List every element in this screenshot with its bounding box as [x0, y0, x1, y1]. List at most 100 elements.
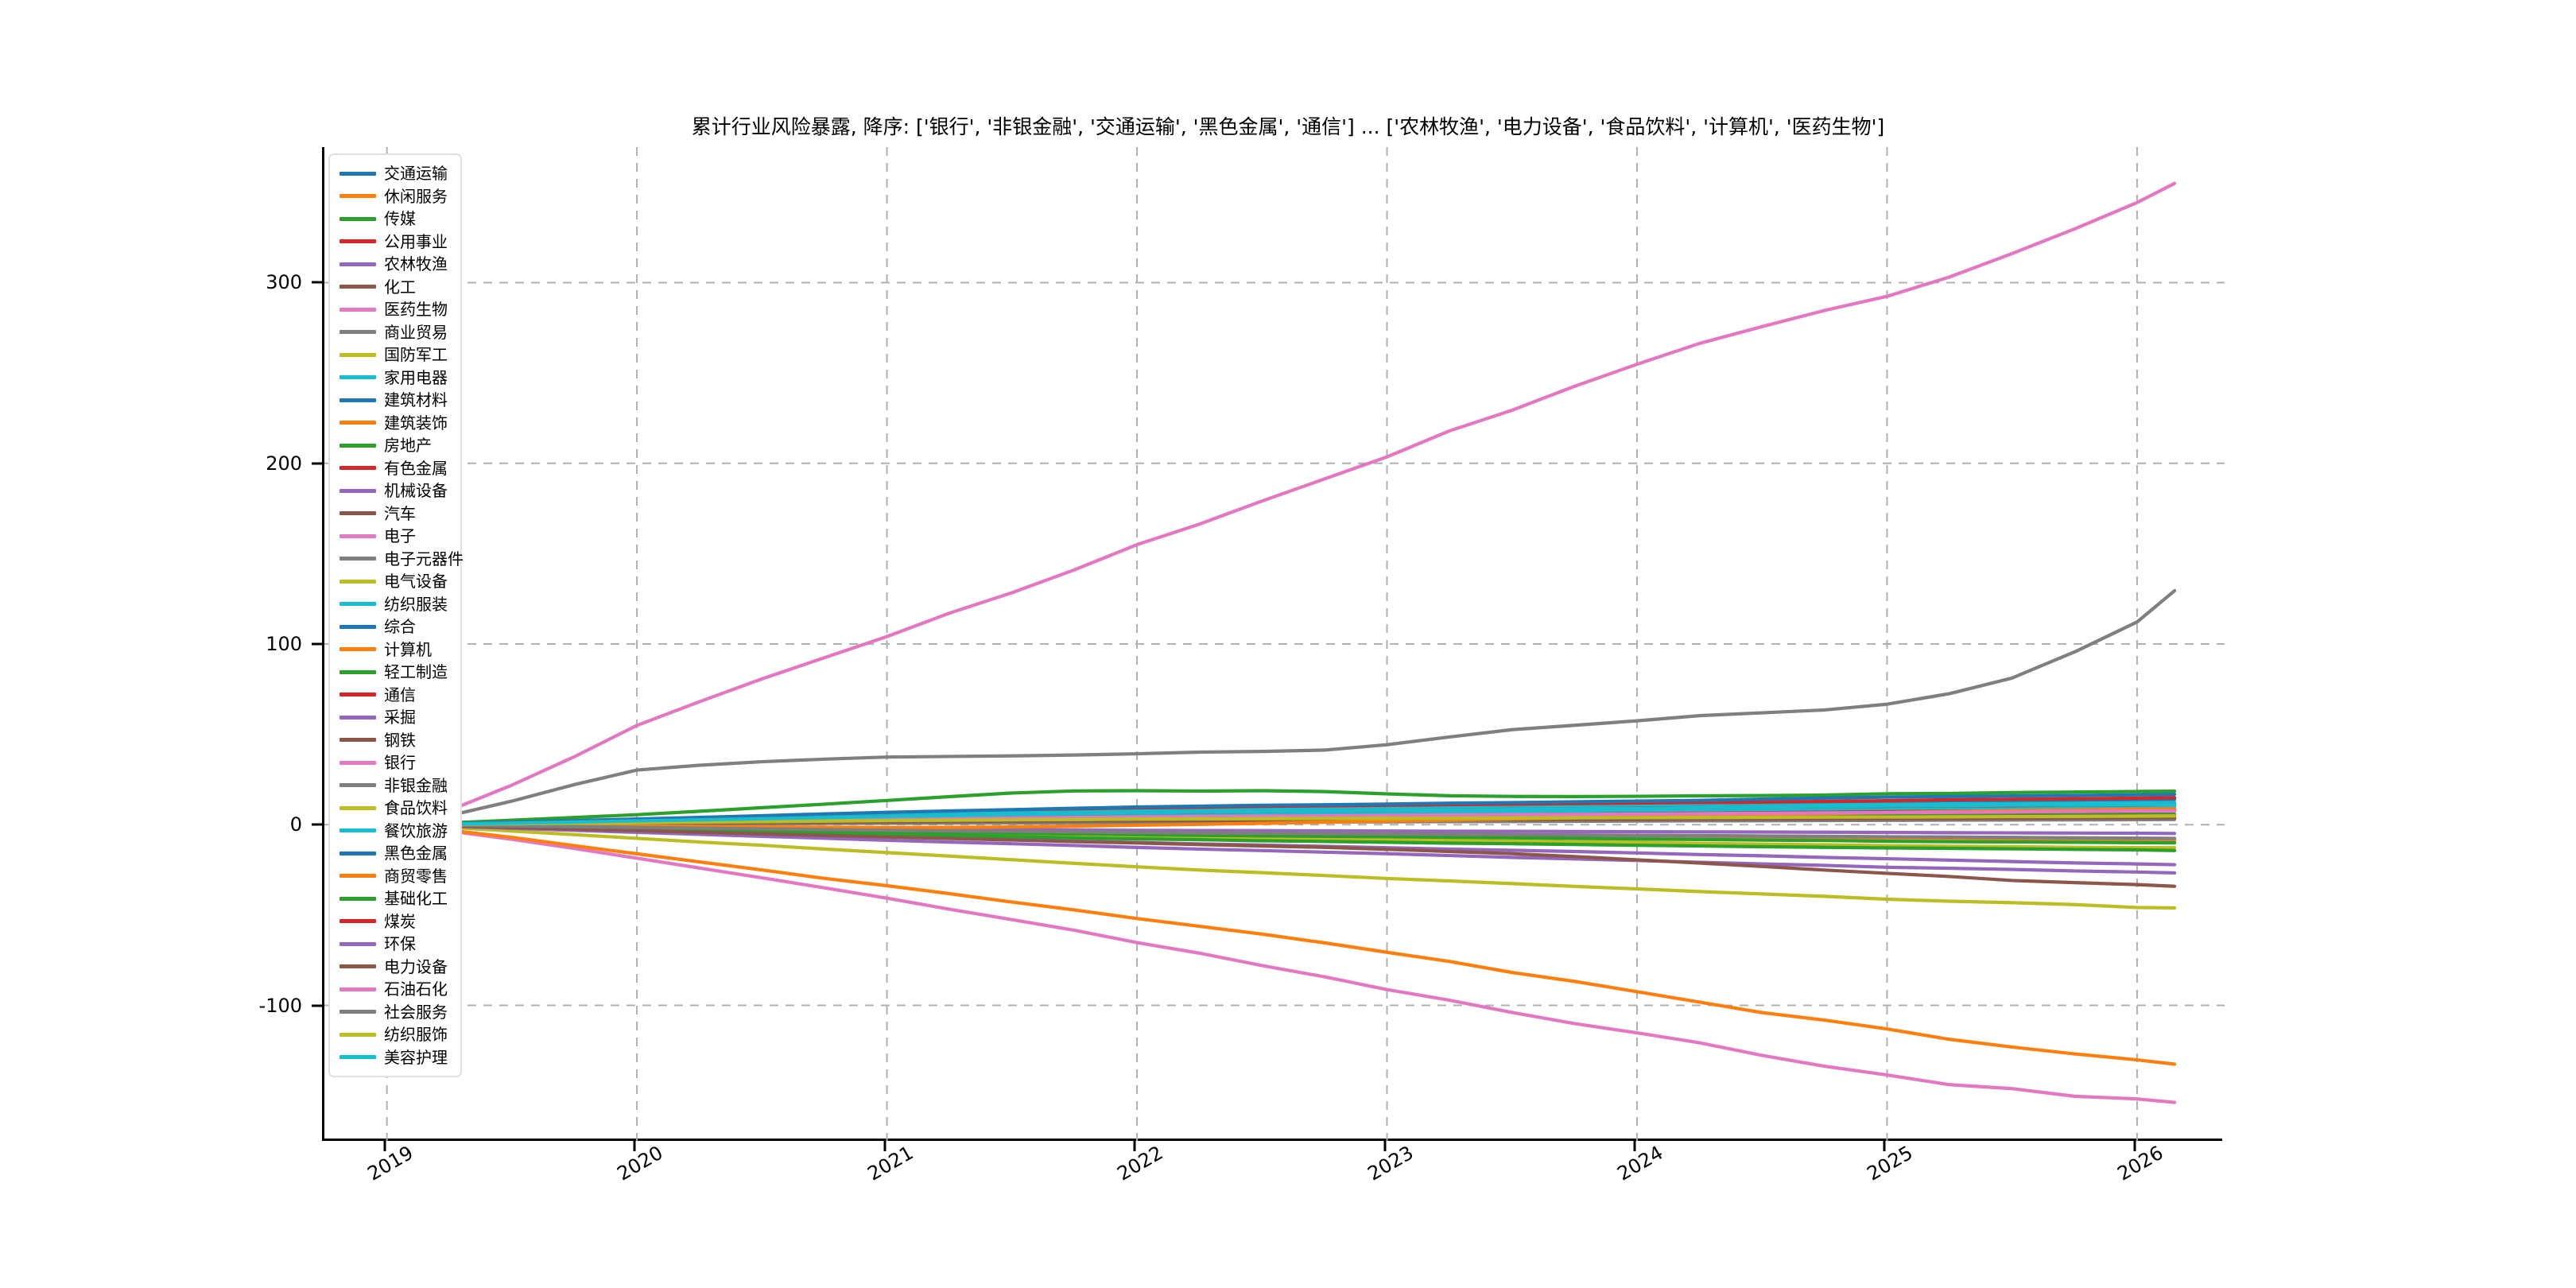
- legend-item[interactable]: 商业贸易: [337, 321, 453, 344]
- legend-item-label: 化工: [384, 277, 416, 297]
- legend-item[interactable]: 电气设备: [337, 570, 453, 593]
- legend-item-label: 商贸零售: [384, 866, 448, 886]
- legend-item[interactable]: 非银金融: [337, 774, 453, 797]
- legend-color-swatch: [339, 828, 376, 833]
- legend-item[interactable]: 医药生物: [337, 298, 453, 321]
- plot-area: [322, 147, 2225, 1141]
- legend-color-swatch: [339, 330, 376, 335]
- series-lines: [385, 181, 2177, 1104]
- legend-item[interactable]: 餐饮旅游: [337, 820, 453, 843]
- legend-item-label: 美容护理: [384, 1047, 448, 1067]
- x-tick-mark: [2133, 1141, 2136, 1151]
- y-tick-label: 100: [266, 633, 302, 655]
- legend-item[interactable]: 建筑装饰: [337, 412, 453, 435]
- legend-color-swatch: [339, 216, 376, 221]
- legend-color-swatch: [339, 896, 376, 901]
- legend-color-swatch: [339, 1055, 376, 1060]
- legend-item[interactable]: 汽车: [337, 502, 453, 526]
- gridlines: [324, 147, 2225, 1141]
- legend-item[interactable]: 美容护理: [337, 1046, 453, 1069]
- legend-item[interactable]: 通信: [337, 684, 453, 707]
- legend-color-swatch: [339, 307, 376, 312]
- legend-item[interactable]: 化工: [337, 276, 453, 299]
- series-line: [385, 802, 2177, 827]
- series-line: [385, 181, 2177, 827]
- legend-item[interactable]: 黑色金属: [337, 842, 453, 865]
- legend-item-label: 钢铁: [384, 730, 416, 750]
- x-tick-mark: [1133, 1141, 1136, 1151]
- legend-item[interactable]: 钢铁: [337, 729, 453, 752]
- legend-item[interactable]: 房地产: [337, 434, 453, 457]
- legend-item[interactable]: 有色金属: [337, 457, 453, 480]
- legend-item[interactable]: 传媒: [337, 208, 453, 231]
- legend-item[interactable]: 电子元器件: [337, 548, 464, 571]
- legend-item[interactable]: 社会服务: [337, 1001, 453, 1024]
- legend-item[interactable]: 机械设备: [337, 479, 453, 502]
- x-tick-label: 2023: [1364, 1141, 1417, 1185]
- legend-item[interactable]: 综合: [337, 615, 453, 638]
- legend-item[interactable]: 休闲服务: [337, 185, 453, 208]
- legend-item[interactable]: 交通运输: [337, 162, 453, 185]
- legend-item[interactable]: 国防军工: [337, 343, 453, 367]
- legend-item-label: 石油石化: [384, 980, 448, 999]
- legend-item-label: 基础化工: [384, 889, 448, 909]
- legend-color-swatch: [339, 1032, 376, 1037]
- legend-color-swatch: [339, 557, 376, 561]
- legend-color-swatch: [339, 647, 376, 652]
- legend-item[interactable]: 纺织服饰: [337, 1023, 453, 1046]
- x-tick-mark: [1883, 1141, 1886, 1151]
- x-tick-label: 2021: [863, 1141, 918, 1185]
- legend-item-label: 汽车: [384, 503, 416, 523]
- legend-item-label: 电子元器件: [384, 549, 464, 568]
- legend-color-swatch: [339, 511, 376, 516]
- legend-item[interactable]: 电力设备: [337, 956, 453, 979]
- legend-item-label: 社会服务: [384, 1002, 448, 1022]
- x-tick-mark: [883, 1141, 886, 1151]
- legend-item-label: 计算机: [384, 639, 432, 659]
- legend-item[interactable]: 纺织服装: [337, 593, 453, 616]
- legend-item-label: 国防军工: [384, 345, 448, 365]
- legend-item[interactable]: 食品饮料: [337, 797, 453, 820]
- x-tick-mark: [383, 1141, 386, 1151]
- x-tick-mark: [1383, 1141, 1386, 1151]
- legend-item-label: 医药生物: [384, 300, 448, 320]
- legend-item[interactable]: 煤炭: [337, 910, 453, 933]
- legend-item[interactable]: 计算机: [337, 638, 453, 661]
- y-tick-label: 200: [266, 452, 302, 475]
- legend-color-swatch: [339, 602, 376, 607]
- legend-item[interactable]: 银行: [337, 751, 453, 774]
- legend-item[interactable]: 电子: [337, 525, 453, 548]
- legend: 交通运输 休闲服务传媒 公用事业 农林牧渔 化工医药生物 商业贸易 国防军工 家用电器建筑材料…: [328, 153, 464, 1077]
- y-tick-mark: [312, 642, 322, 646]
- legend-item[interactable]: 家用电器: [337, 367, 453, 390]
- plot-canvas: [324, 147, 2225, 1141]
- y-tick-mark: [312, 281, 322, 284]
- x-tick-mark: [633, 1141, 636, 1151]
- legend-item[interactable]: 采掘: [337, 706, 453, 729]
- legend-item[interactable]: 石油石化: [337, 978, 453, 1001]
- legend-color-swatch: [339, 1010, 376, 1014]
- legend-item[interactable]: 建筑材料: [337, 389, 453, 412]
- legend-color-swatch: [339, 669, 376, 674]
- legend-item-label: 交通运输: [384, 164, 448, 184]
- legend-item-label: 休闲服务: [384, 186, 448, 206]
- legend-item-label: 黑色金属: [384, 844, 448, 863]
- series-line: [385, 792, 2177, 827]
- legend-item[interactable]: 公用事业: [337, 231, 453, 254]
- legend-item-label: 非银金融: [384, 775, 448, 795]
- legend-item[interactable]: 商贸零售: [337, 865, 453, 888]
- legend-item[interactable]: 农林牧渔: [337, 253, 453, 276]
- x-tick-label: 2026: [2113, 1141, 2167, 1185]
- legend-color-swatch: [339, 919, 376, 924]
- legend-color-swatch: [339, 533, 376, 538]
- legend-item[interactable]: 基础化工: [337, 887, 453, 910]
- series-line: [385, 588, 2177, 827]
- x-tick-label: 2022: [1113, 1141, 1167, 1185]
- legend-item-label: 传媒: [384, 209, 416, 229]
- legend-item[interactable]: 环保: [337, 933, 453, 956]
- legend-item-label: 电力设备: [384, 956, 448, 976]
- legend-item-label: 家用电器: [384, 367, 448, 387]
- legend-item[interactable]: 轻工制造: [337, 661, 453, 684]
- legend-item-label: 建筑材料: [384, 390, 448, 410]
- series-line: [385, 823, 2177, 1104]
